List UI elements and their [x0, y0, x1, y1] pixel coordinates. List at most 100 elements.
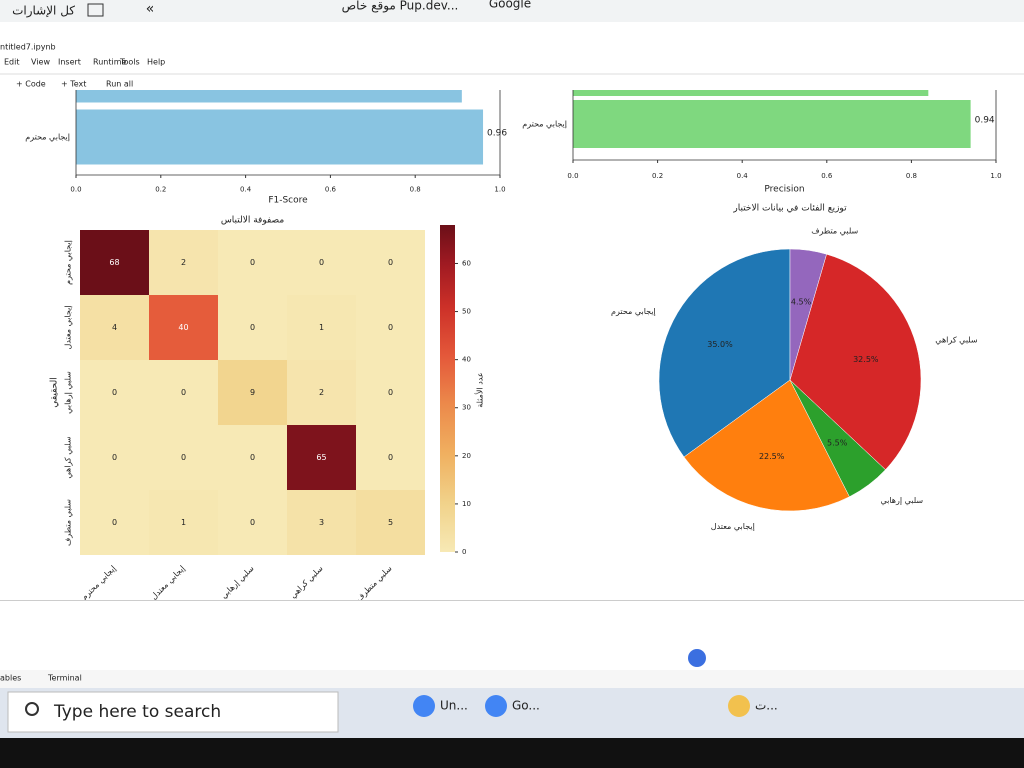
app-icon[interactable]: [485, 695, 507, 717]
x-tick-label: 0.2: [652, 172, 663, 180]
cell-label: 9: [250, 388, 255, 397]
x-tick-label: 0.2: [155, 186, 166, 194]
colorbar-tick-label: 60: [462, 259, 471, 267]
menu-item[interactable]: View: [31, 58, 50, 67]
tab[interactable]: Google: [489, 0, 531, 11]
heatmap-cell: [80, 230, 149, 295]
bar: [76, 90, 462, 103]
app-label[interactable]: Un...: [440, 699, 468, 713]
cell-label: 0: [112, 453, 117, 462]
x-tick-label: 0.8: [410, 186, 421, 194]
search-box[interactable]: [7, 691, 339, 733]
axes-frame: [572, 90, 997, 161]
toolbar-button[interactable]: + Code: [16, 80, 46, 89]
cell-label: 0: [388, 323, 393, 332]
heatmap-cell: [218, 360, 287, 425]
heatmap-cell: [80, 295, 149, 360]
colorbar-label: عدد الأمثلة: [475, 372, 485, 408]
browser-bar: [0, 0, 1024, 22]
y-tick-label: إيجابي معتدل: [64, 305, 74, 349]
cell-label: 0: [250, 518, 255, 527]
colorbar-tick-label: 0: [462, 548, 466, 556]
app-icon[interactable]: [413, 695, 435, 717]
x-tick-label: 0.8: [906, 172, 917, 180]
cell-label: 0: [319, 258, 324, 267]
pie-slice: [789, 253, 922, 471]
cell-label: 68: [109, 258, 119, 267]
folder-icon[interactable]: [87, 3, 104, 17]
search-placeholder[interactable]: Type here to search: [53, 702, 221, 722]
chart-title: توزيع الفئات في بيانات الاختبار: [732, 204, 847, 214]
cell-label: 0: [181, 453, 186, 462]
heatmap-cell: [356, 295, 425, 360]
cell-label: 40: [178, 323, 188, 332]
pie-slice: [658, 248, 791, 458]
status-tab[interactable]: ables: [0, 674, 21, 683]
y-tick-label: سلبي إرهابي: [64, 371, 74, 414]
bezel: [0, 738, 1024, 768]
heatmap-cell: [356, 230, 425, 295]
x-tick-label: 1.0: [990, 172, 1001, 180]
assistant-icon[interactable]: [688, 649, 706, 667]
value-label: 0.96: [487, 129, 507, 139]
menu-item[interactable]: Insert: [58, 58, 81, 67]
menu-item[interactable]: Help: [147, 58, 165, 67]
cell-label: 2: [319, 388, 324, 397]
cell-label: 0: [388, 453, 393, 462]
toolbar-button[interactable]: Run all: [106, 80, 133, 89]
slice-value-label: 35.0%: [707, 340, 733, 349]
y-tick-label: سلبي متطرف: [64, 499, 73, 546]
slice-label: سلبي كراهي: [935, 336, 978, 345]
heatmap-cell: [287, 295, 356, 360]
cell-label: 0: [250, 323, 255, 332]
toolbar-button[interactable]: + Text: [61, 80, 86, 89]
y-axis-label: الحقيقي: [50, 377, 60, 407]
menu-item[interactable]: Edit: [4, 58, 20, 67]
cell-label: 2: [181, 258, 186, 267]
x-tick-label: 1.0: [494, 186, 505, 194]
menu-item[interactable]: Runtime: [93, 58, 126, 67]
x-tick-label: 0.6: [325, 186, 337, 194]
cell-label: 0: [112, 518, 117, 527]
y-tick-label: إيجابي محترم: [64, 240, 74, 285]
pie-slice: [683, 379, 850, 512]
notebook-title[interactable]: ntitled7.ipynb: [0, 43, 56, 52]
colorbar-tick-label: 30: [462, 404, 471, 412]
cell-label: 1: [181, 518, 186, 527]
menu-item[interactable]: Tools: [119, 58, 140, 67]
slice-label: سلبي إرهابي: [880, 496, 923, 506]
heatmap-cell: [80, 360, 149, 425]
heatmap-cell: [80, 425, 149, 490]
cell-label: 4: [112, 323, 117, 332]
heatmap-cell: [149, 295, 218, 360]
cell-label: 5: [388, 518, 393, 527]
cell-label: 0: [181, 388, 186, 397]
x-tick-label: 0.4: [737, 172, 749, 180]
bar: [573, 90, 929, 96]
divider: [0, 600, 1024, 601]
x-tick-label: 0.6: [821, 172, 833, 180]
slice-label: سلبي متطرف: [811, 226, 858, 235]
heatmap-cell: [218, 230, 287, 295]
heatmap-cell: [287, 360, 356, 425]
x-axis-label: F1-Score: [268, 196, 308, 206]
collapse-icon[interactable]: «: [146, 1, 155, 17]
slice-value-label: 22.5%: [759, 452, 785, 461]
app-icon[interactable]: [728, 695, 750, 717]
slice-value-label: 4.5%: [791, 298, 812, 307]
app-label[interactable]: ت...: [755, 699, 778, 713]
y-tick-label: سلبي كراهي: [64, 436, 73, 479]
status-tab[interactable]: Terminal: [47, 674, 82, 683]
cell-label: 3: [319, 518, 324, 527]
heatmap-cell: [356, 425, 425, 490]
value-label: 0.94: [975, 116, 995, 126]
heatmap-cell: [287, 425, 356, 490]
heatmap-cell: [218, 295, 287, 360]
colorbar-tick-label: 20: [462, 452, 471, 460]
heatmap-cell: [218, 425, 287, 490]
app-label[interactable]: Go...: [512, 699, 540, 713]
bookmarks[interactable]: كل الإشارات: [12, 4, 75, 19]
tab[interactable]: موقع خاص Pup.dev...: [342, 0, 459, 14]
y-tick-label: إيجابي محترم: [522, 120, 567, 130]
